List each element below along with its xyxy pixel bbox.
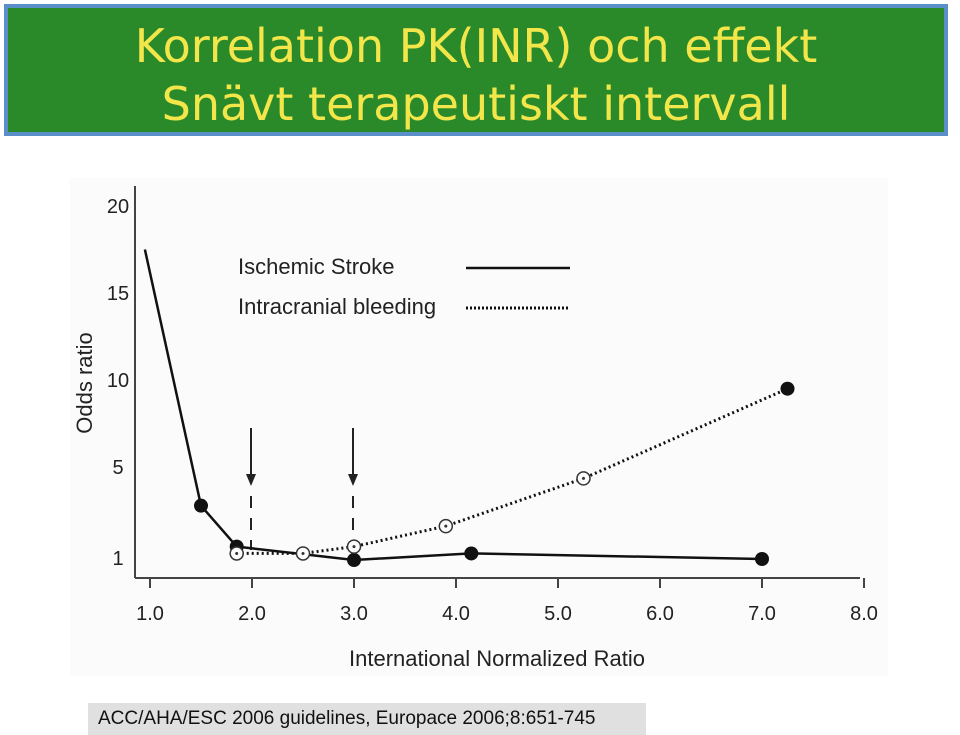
slide-subtitle: Snävt terapeutiskt intervall: [161, 77, 791, 131]
slide-title: Korrelation PK(INR) och effekt: [134, 19, 818, 73]
data-point-center: [235, 551, 239, 555]
arrow-head: [348, 474, 358, 486]
x-tick-label: 2.0: [238, 603, 266, 625]
y-tick-label: 10: [107, 370, 129, 392]
x-axis-title: International Normalized Ratio: [349, 646, 645, 671]
arrow-head: [246, 474, 256, 486]
y-tick-label: 5: [112, 457, 123, 479]
data-point: [347, 553, 361, 567]
legend-label: Intracranial bleeding: [238, 294, 436, 319]
title-banner: Korrelation PK(INR) och effekt Snävt ter…: [4, 4, 948, 136]
x-tick-label: 1.0: [136, 603, 164, 625]
data-point-center: [444, 524, 448, 528]
legend-label: Ischemic Stroke: [238, 254, 395, 279]
odds-ratio-chart: Ischemic Stroke Intracranial bleeding 1.0…: [72, 186, 878, 671]
y-tick-label: 1: [112, 548, 123, 570]
x-tick-label: 3.0: [340, 603, 368, 625]
y-axis-title: Odds ratio: [72, 332, 97, 434]
data-point: [780, 381, 795, 396]
chart-panel: Ischemic Stroke Intracranial bleeding 1.0…: [70, 178, 888, 676]
x-tick-label: 6.0: [646, 603, 674, 625]
stroke-line: [143, 249, 763, 562]
data-point: [464, 546, 479, 561]
data-point: [194, 498, 208, 513]
citation: ACC/AHA/ESC 2006 guidelines, Europace 20…: [88, 703, 646, 735]
y-tick-label: 15: [107, 283, 129, 305]
data-point-center: [582, 476, 585, 480]
x-tick-label: 4.0: [442, 603, 470, 625]
x-tick-label: 7.0: [748, 603, 776, 625]
x-tick-label: 5.0: [544, 603, 572, 625]
data-point: [755, 552, 769, 566]
data-point-center: [301, 551, 305, 555]
bleeding-line: [236, 387, 789, 555]
x-tick-label: 8.0: [850, 603, 878, 625]
y-tick-label: 20: [107, 196, 129, 218]
data-point-center: [352, 545, 356, 549]
